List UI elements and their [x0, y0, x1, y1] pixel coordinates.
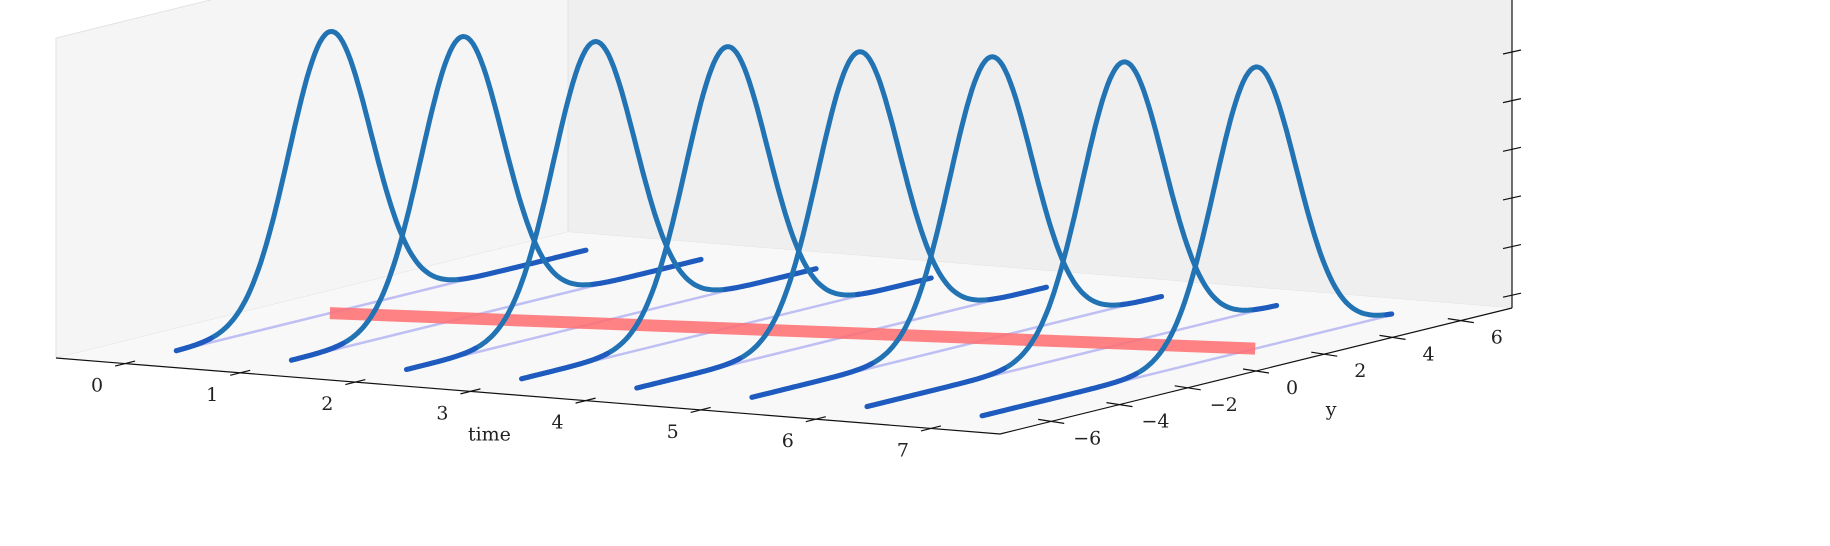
curve-3-base-left [519, 350, 611, 382]
y-axis-label: y [1325, 399, 1337, 421]
x-tick-5 [690, 406, 711, 413]
y-tick-2 [1174, 385, 1201, 391]
x-tick-label-3: 3 [436, 402, 448, 424]
x-axis-label: time [468, 423, 511, 445]
y-tick-label-6: 6 [1491, 327, 1503, 349]
curve-6-base-left [864, 366, 1007, 410]
x-ticks: 0 1 2 3 4 5 6 7 [91, 360, 942, 461]
x-tick-label-5: 5 [667, 421, 679, 443]
curve-6-base-right [1251, 303, 1280, 313]
curve-5-base-right [1119, 294, 1164, 308]
y-tick-3 [1242, 368, 1270, 374]
x-tick-6 [805, 416, 826, 423]
curve-4-base-left [634, 356, 743, 391]
y-tick-label-0: −6 [1073, 427, 1101, 449]
curve-0-base-left [173, 335, 214, 354]
x-tick-label-1: 1 [206, 384, 218, 406]
y-tick-0 [1038, 418, 1065, 424]
z-tick-4 [1502, 98, 1522, 104]
gaussian-curves [173, 29, 1395, 419]
x-tick-label-2: 2 [321, 393, 333, 415]
x-tick-1 [230, 369, 251, 376]
curve-1-base-right [590, 256, 704, 287]
curve-2-base-right [722, 266, 819, 292]
x-tick-label-7: 7 [897, 439, 909, 461]
curve-3-base-right [855, 275, 934, 297]
axes: 0 1 2 3 4 5 6 7 −6 −4 −2 0 2 4 6 time y [55, 0, 1522, 461]
y-tick-5 [1379, 334, 1406, 340]
y-tick-6 [1447, 318, 1474, 324]
y-tick-label-5: 4 [1422, 343, 1434, 365]
z-tick-3 [1502, 146, 1522, 152]
y-ticks: −6 −4 −2 0 2 4 6 [1038, 318, 1503, 449]
x-tick-label-6: 6 [782, 430, 794, 452]
curve-0-base-right [458, 247, 589, 282]
curve-1-base-left [288, 340, 346, 363]
curve-4-base-right [987, 284, 1049, 302]
z-tick-2 [1502, 195, 1522, 201]
y-tick-label-4: 2 [1354, 360, 1366, 382]
z-tick-0 [1502, 292, 1522, 298]
curve-2-base-left [404, 345, 478, 372]
x-axis-line [55, 357, 1001, 435]
y-tick-label-3: 0 [1286, 377, 1298, 399]
y-tick-label-1: −4 [1141, 411, 1169, 433]
curve-7-base-right [1383, 311, 1395, 318]
x-tick-4 [575, 397, 596, 404]
z-tick-5 [1502, 49, 1522, 55]
z-tick-1 [1502, 243, 1522, 250]
y-tick-1 [1106, 402, 1133, 408]
y-tick-label-2: −2 [1210, 394, 1238, 416]
x-tick-label-4: 4 [552, 412, 564, 434]
x-tick-2 [345, 379, 366, 386]
mean-path-line [329, 307, 1256, 355]
x-tick-3 [460, 388, 481, 395]
mean-path-layer [329, 307, 1256, 355]
curve-5-base-left [749, 361, 875, 400]
x-tick-7 [920, 425, 942, 432]
z-ticks [1502, 49, 1522, 298]
x-tick-0 [114, 360, 136, 367]
curve-7-base-left [979, 371, 1139, 419]
x-tick-label-0: 0 [91, 375, 103, 397]
y-tick-4 [1311, 351, 1338, 357]
